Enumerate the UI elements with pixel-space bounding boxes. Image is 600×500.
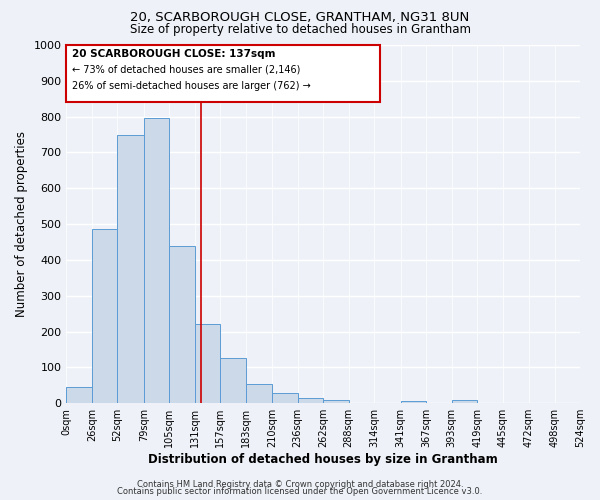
Bar <box>92 230 118 403</box>
Bar <box>272 393 298 403</box>
Text: 20 SCARBOROUGH CLOSE: 137sqm: 20 SCARBOROUGH CLOSE: 137sqm <box>71 48 275 58</box>
Bar <box>298 398 323 403</box>
Bar <box>452 400 477 403</box>
Bar <box>246 384 272 403</box>
Bar <box>323 400 349 403</box>
FancyBboxPatch shape <box>67 45 380 102</box>
Bar <box>144 118 169 403</box>
Text: Size of property relative to detached houses in Grantham: Size of property relative to detached ho… <box>130 22 470 36</box>
X-axis label: Distribution of detached houses by size in Grantham: Distribution of detached houses by size … <box>148 453 498 466</box>
Text: ← 73% of detached houses are smaller (2,146): ← 73% of detached houses are smaller (2,… <box>71 64 300 74</box>
Text: 26% of semi-detached houses are larger (762) →: 26% of semi-detached houses are larger (… <box>71 81 310 91</box>
Bar <box>195 324 220 403</box>
Text: Contains HM Land Registry data © Crown copyright and database right 2024.: Contains HM Land Registry data © Crown c… <box>137 480 463 489</box>
Text: 20, SCARBOROUGH CLOSE, GRANTHAM, NG31 8UN: 20, SCARBOROUGH CLOSE, GRANTHAM, NG31 8U… <box>130 11 470 24</box>
Bar <box>67 387 92 403</box>
Bar <box>169 246 195 403</box>
Bar <box>118 134 144 403</box>
Y-axis label: Number of detached properties: Number of detached properties <box>15 131 28 317</box>
Bar <box>401 402 426 403</box>
Text: Contains public sector information licensed under the Open Government Licence v3: Contains public sector information licen… <box>118 487 482 496</box>
Bar <box>220 358 246 403</box>
